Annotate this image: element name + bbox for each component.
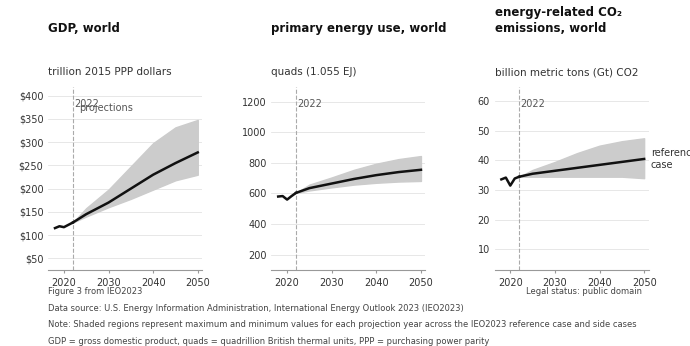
Text: 2022: 2022 xyxy=(520,99,545,109)
Text: GDP, world: GDP, world xyxy=(48,22,120,35)
Text: projections: projections xyxy=(79,103,133,113)
Text: billion metric tons (Gt) CO2: billion metric tons (Gt) CO2 xyxy=(495,67,638,78)
Text: GDP = gross domestic product, quads = quadrillion British thermal units, PPP = p: GDP = gross domestic product, quads = qu… xyxy=(48,337,490,346)
Text: Legal status: public domain: Legal status: public domain xyxy=(526,287,642,296)
Text: energy-related CO₂
emissions, world: energy-related CO₂ emissions, world xyxy=(495,6,622,35)
Text: quads (1.055 EJ): quads (1.055 EJ) xyxy=(271,67,357,78)
Text: Data source: U.S. Energy Information Administration, International Energy Outloo: Data source: U.S. Energy Information Adm… xyxy=(48,304,464,313)
Text: primary energy use, world: primary energy use, world xyxy=(271,22,447,35)
Text: reference
case: reference case xyxy=(651,148,690,170)
Text: 2022: 2022 xyxy=(75,99,99,109)
Text: Figure 3 from IEO2023: Figure 3 from IEO2023 xyxy=(48,287,143,296)
Text: Note: Shaded regions represent maximum and minimum values for each projection ye: Note: Shaded regions represent maximum a… xyxy=(48,320,637,329)
Text: trillion 2015 PPP dollars: trillion 2015 PPP dollars xyxy=(48,67,172,78)
Text: 2022: 2022 xyxy=(297,99,322,109)
